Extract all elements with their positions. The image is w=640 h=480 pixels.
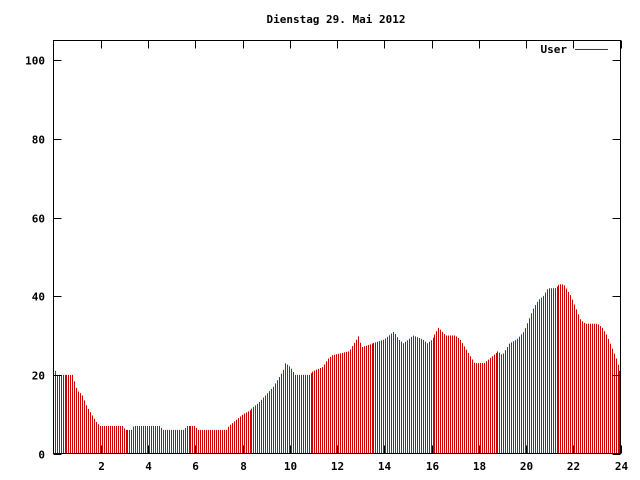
y-tick-label-40: 40 <box>32 291 45 304</box>
x-tick-label-6: 6 <box>192 460 199 473</box>
x-tick-label-8: 8 <box>240 460 247 473</box>
legend-label: User <box>541 43 568 56</box>
y-tick-label-0: 0 <box>38 449 45 462</box>
y-tick-label-80: 80 <box>32 134 45 147</box>
x-tick-label-24: 24 <box>615 460 629 473</box>
y-tick-label-100: 100 <box>25 55 45 68</box>
x-tick-label-18: 18 <box>473 460 486 473</box>
y-tick-label-60: 60 <box>32 213 45 226</box>
legend: User <box>541 43 608 56</box>
x-tick-label-16: 16 <box>426 460 440 473</box>
chart-title: Dienstag 29. Mai 2012 <box>266 13 405 26</box>
bar-series-user <box>55 284 620 454</box>
x-tick-label-12: 12 <box>331 460 344 473</box>
x-tick-label-4: 4 <box>145 460 152 473</box>
x-tick-label-22: 22 <box>567 460 580 473</box>
y-tick-label-20: 20 <box>32 370 45 383</box>
x-tick-label-2: 2 <box>98 460 105 473</box>
x-tick-label-14: 14 <box>378 460 392 473</box>
x-tick-label-20: 20 <box>520 460 533 473</box>
x-tick-label-10: 10 <box>284 460 297 473</box>
